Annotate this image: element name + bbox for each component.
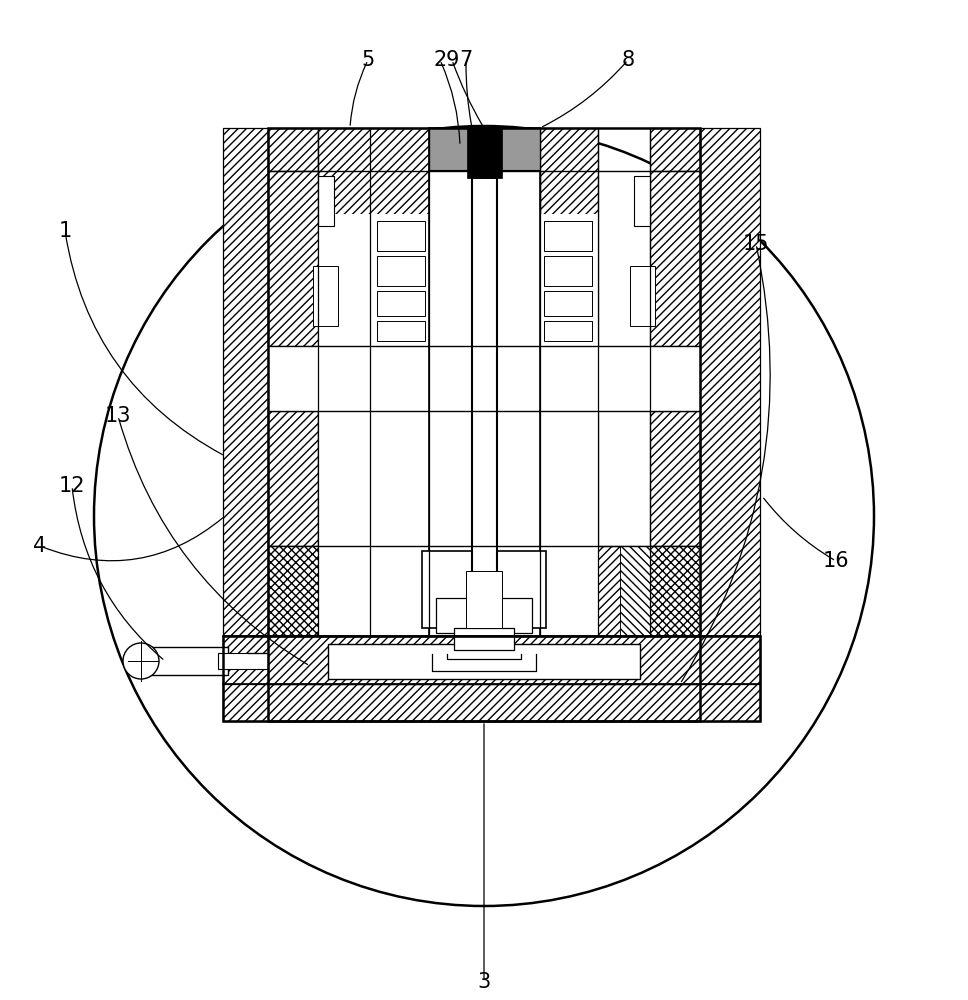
Bar [620, 546, 650, 636]
Bar [318, 176, 334, 226]
Bar [700, 128, 760, 721]
Text: 9: 9 [445, 50, 459, 70]
Bar [318, 128, 429, 346]
Bar [650, 171, 700, 346]
Bar [467, 128, 502, 178]
Bar [429, 171, 540, 369]
Bar [650, 546, 700, 636]
Bar [436, 598, 532, 633]
Bar [429, 171, 540, 369]
Bar [318, 128, 429, 346]
Bar [454, 628, 514, 650]
Bar [650, 546, 700, 636]
Bar [268, 546, 318, 636]
Bar [223, 684, 760, 721]
Bar [268, 346, 700, 411]
Bar [377, 221, 425, 251]
Bar [318, 546, 598, 636]
Bar [268, 128, 318, 171]
Text: 3: 3 [477, 972, 491, 992]
Bar [700, 128, 760, 721]
Bar [472, 128, 497, 178]
Bar [223, 128, 268, 721]
Bar [318, 546, 348, 636]
Bar [422, 551, 546, 628]
Bar [650, 171, 700, 346]
Bar [328, 644, 640, 679]
Bar [630, 266, 655, 326]
Bar [318, 411, 429, 546]
Bar [223, 636, 760, 684]
Bar [544, 321, 592, 341]
Bar [429, 128, 540, 170]
Bar [650, 128, 700, 171]
Bar [268, 546, 700, 636]
Bar [268, 546, 700, 636]
Bar [268, 128, 318, 171]
Bar [318, 546, 348, 636]
Bar [544, 291, 592, 316]
Bar [377, 256, 425, 286]
Bar [318, 411, 429, 546]
Bar [223, 128, 268, 721]
Bar [148, 647, 228, 675]
Text: 12: 12 [59, 476, 85, 496]
Bar [540, 214, 598, 346]
Bar [318, 214, 429, 346]
Text: 2: 2 [434, 50, 446, 70]
Bar [620, 546, 650, 636]
Bar [540, 128, 598, 346]
Bar [377, 321, 425, 341]
Bar [429, 128, 540, 636]
Bar [268, 128, 700, 721]
Bar [540, 411, 598, 546]
Bar [470, 128, 499, 170]
Bar [377, 291, 425, 316]
Text: 7: 7 [460, 50, 472, 70]
Bar [544, 256, 592, 286]
Text: 13: 13 [105, 406, 132, 426]
Bar [634, 176, 650, 226]
Bar [540, 411, 598, 546]
Text: 1: 1 [58, 221, 72, 241]
Text: 16: 16 [823, 551, 849, 571]
Bar [650, 411, 700, 546]
Circle shape [123, 643, 159, 679]
Bar [540, 411, 598, 546]
Text: 8: 8 [621, 50, 635, 70]
Bar [268, 171, 318, 346]
Bar [223, 636, 760, 721]
Bar [223, 636, 760, 684]
Bar [223, 684, 760, 721]
Bar [268, 411, 318, 546]
Bar [318, 411, 429, 546]
Bar [540, 128, 598, 346]
Bar [218, 653, 268, 669]
Bar [268, 171, 318, 346]
Text: 15: 15 [742, 234, 770, 254]
Text: 4: 4 [33, 536, 46, 556]
Bar [268, 411, 318, 546]
Bar [313, 266, 338, 326]
Bar [650, 128, 700, 171]
Bar [650, 411, 700, 546]
Bar [472, 128, 497, 626]
Text: 5: 5 [361, 50, 375, 70]
Bar [466, 571, 502, 628]
Bar [544, 221, 592, 251]
Bar [268, 546, 318, 636]
